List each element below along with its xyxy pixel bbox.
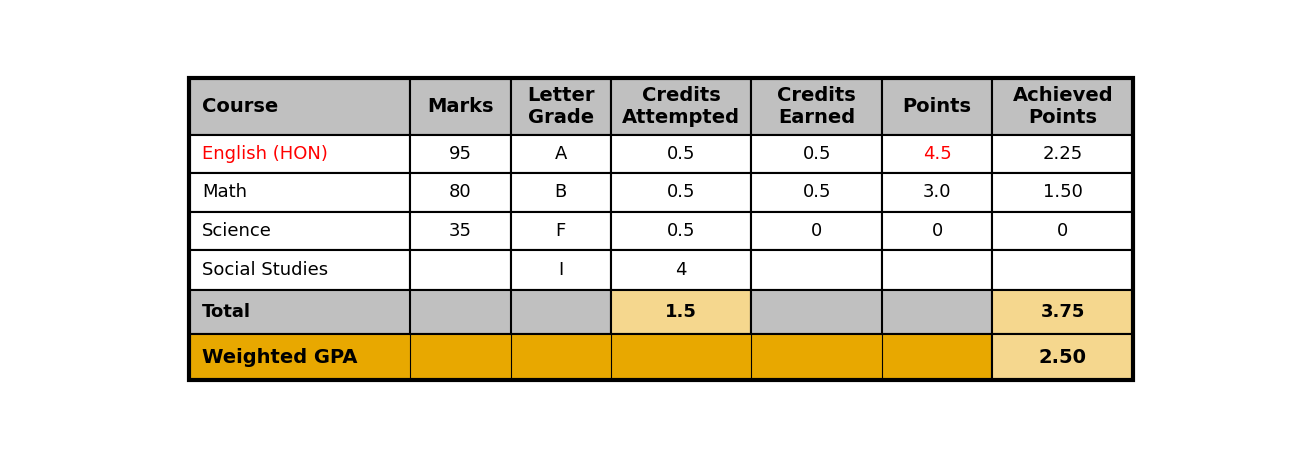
Text: 2.25: 2.25 [1042,145,1082,163]
Text: 0: 0 [931,222,943,240]
Text: Credits
Attempted: Credits Attempted [622,86,740,127]
Text: 4: 4 [676,261,688,279]
Bar [190,290,611,335]
Bar [190,78,410,134]
Bar [752,78,882,134]
Bar [992,290,1133,335]
Text: Science: Science [203,222,272,240]
Text: Marks: Marks [427,97,494,116]
Bar [410,212,511,250]
Bar [992,212,1133,250]
Bar [611,250,752,290]
Bar [190,335,992,380]
Bar [611,212,752,250]
Text: 3.75: 3.75 [1041,303,1085,321]
Text: Achieved
Points: Achieved Points [1013,86,1113,127]
Text: B: B [555,183,566,201]
Bar [882,134,992,173]
Bar [752,250,882,290]
Bar [752,173,882,212]
Text: Weighted GPA: Weighted GPA [203,348,357,367]
Bar [752,134,882,173]
Text: 0.5: 0.5 [667,183,695,201]
Text: I: I [559,261,564,279]
Text: 1.5: 1.5 [666,303,697,321]
Bar [882,212,992,250]
Text: Credits
Earned: Credits Earned [778,86,857,127]
Bar [190,212,410,250]
Bar [611,290,752,335]
Bar [752,290,992,335]
Bar [511,250,611,290]
Text: 80: 80 [449,183,472,201]
Text: Math: Math [203,183,248,201]
Text: 0.5: 0.5 [667,145,695,163]
Bar [410,134,511,173]
Text: 0.5: 0.5 [802,183,831,201]
Text: 3.0: 3.0 [922,183,952,201]
Text: 4.5: 4.5 [922,145,952,163]
Bar [190,78,1133,380]
Text: F: F [556,222,566,240]
Bar [611,173,752,212]
Bar [190,173,410,212]
Text: Total: Total [203,303,252,321]
Text: Social Studies: Social Studies [203,261,329,279]
Text: 0.5: 0.5 [667,222,695,240]
Bar [190,134,410,173]
Text: 35: 35 [449,222,472,240]
Text: 0.5: 0.5 [802,145,831,163]
Bar [882,173,992,212]
Text: English (HON): English (HON) [203,145,328,163]
Text: Course: Course [203,97,279,116]
Bar [511,173,611,212]
Text: 2.50: 2.50 [1038,348,1086,367]
Bar [410,250,511,290]
Bar [992,78,1133,134]
Text: 1.50: 1.50 [1042,183,1082,201]
Text: Points: Points [903,97,971,116]
Bar [410,78,511,134]
Bar [992,250,1133,290]
Text: Letter
Grade: Letter Grade [528,86,595,127]
Bar [882,78,992,134]
Text: 0: 0 [811,222,822,240]
Text: A: A [555,145,566,163]
Bar [511,134,611,173]
Bar [511,78,611,134]
Bar [511,212,611,250]
Text: 95: 95 [449,145,472,163]
Bar [992,173,1133,212]
Bar [882,250,992,290]
Bar [752,212,882,250]
Bar [611,134,752,173]
Bar [611,78,752,134]
Text: 0: 0 [1057,222,1068,240]
Bar [410,173,511,212]
Bar [992,335,1133,380]
Bar [992,134,1133,173]
Bar [190,250,410,290]
